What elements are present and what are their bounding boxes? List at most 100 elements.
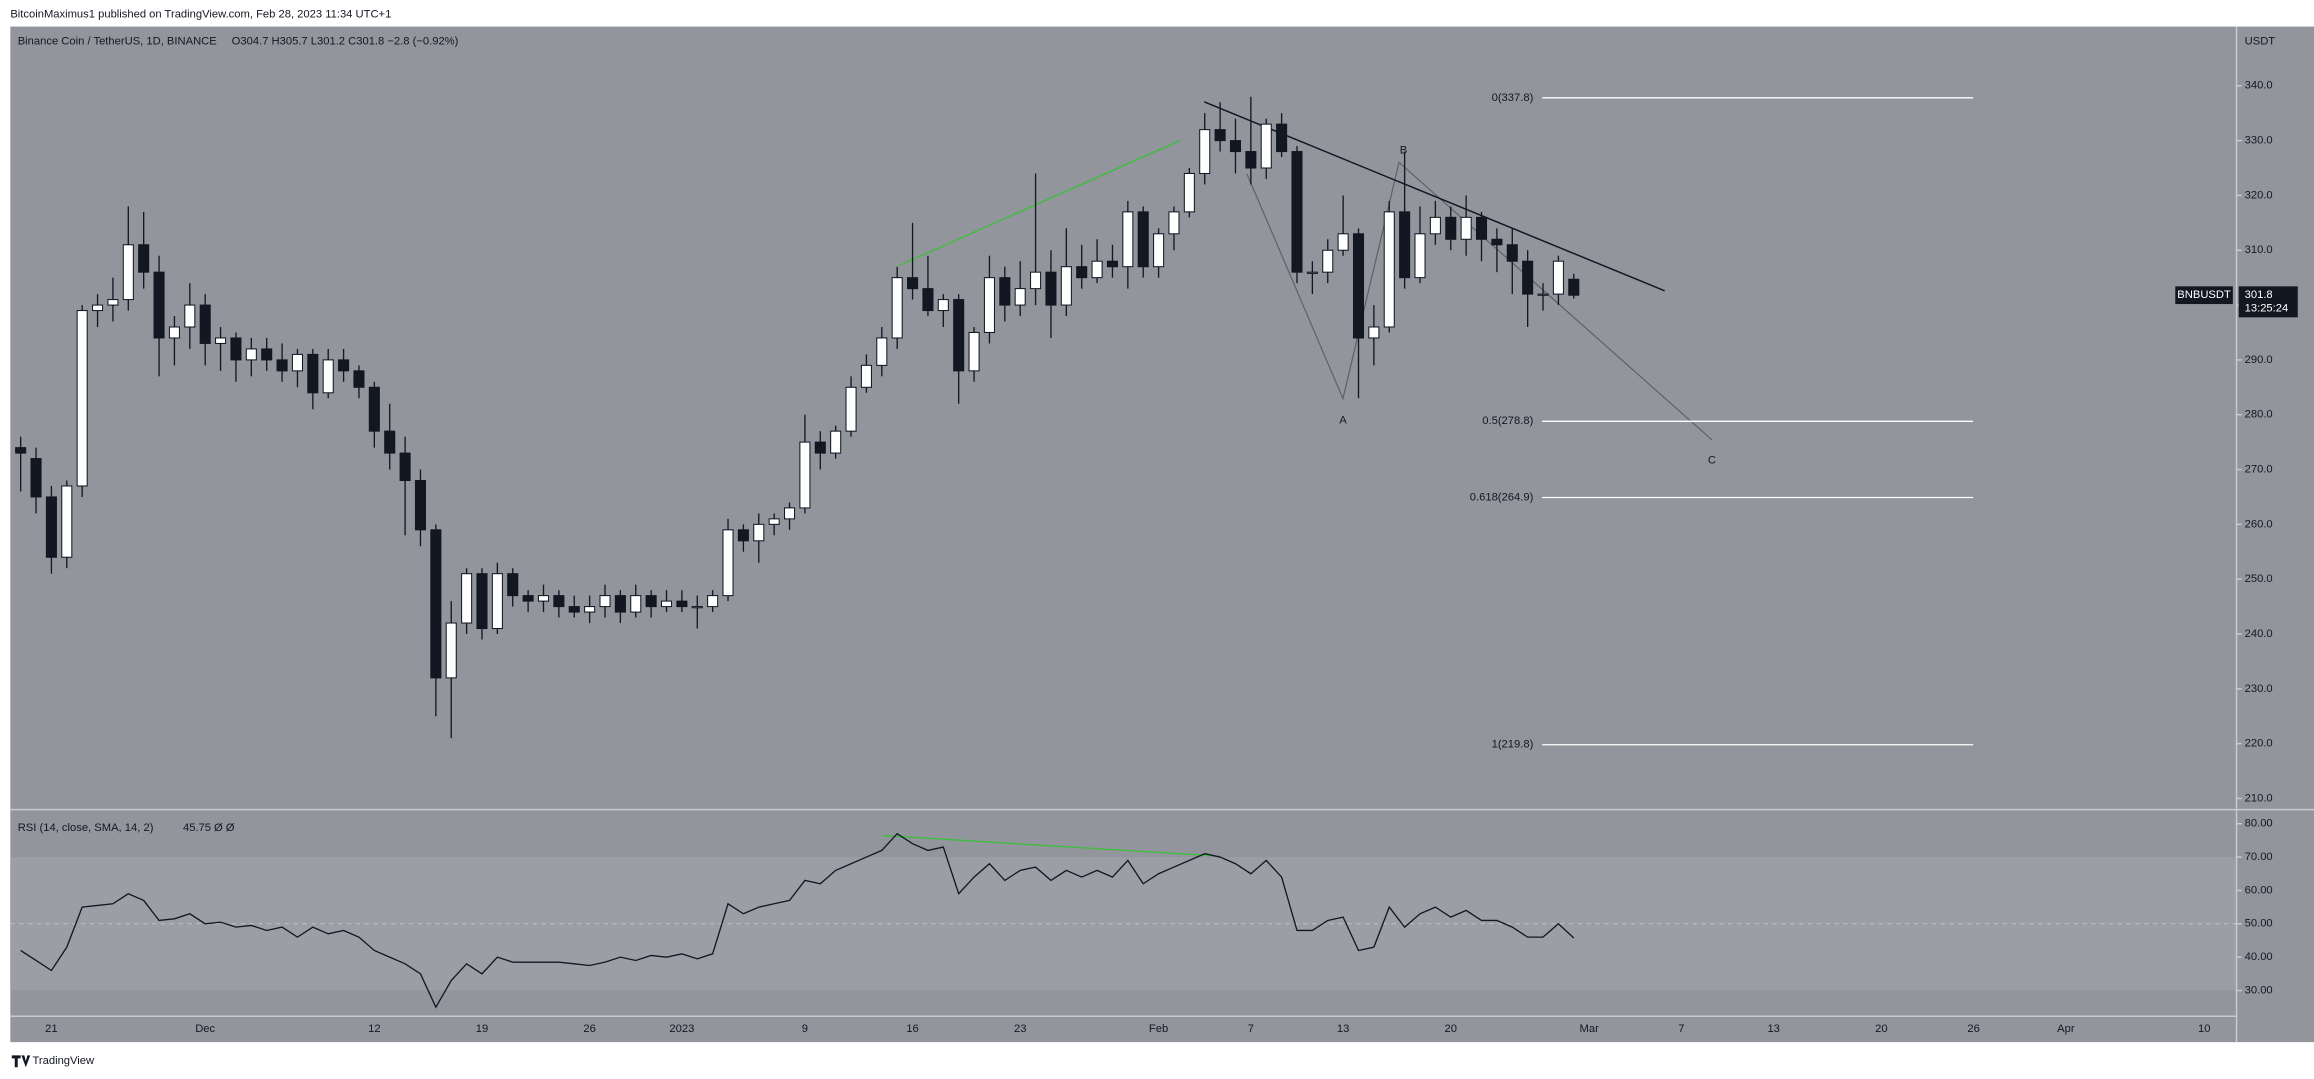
candle-body [599, 595, 611, 608]
x-tick-label: 26 [1967, 1023, 1979, 1035]
candle-body [1137, 211, 1149, 268]
ohlc-legend: O304.7 H305.7 L301.2 C301.8 −2.8 (−0.92%… [232, 35, 459, 47]
candle-body [922, 288, 934, 312]
x-tick-label: 20 [1875, 1023, 1887, 1035]
candle-body [660, 600, 673, 608]
candle-body [568, 606, 580, 613]
candle-body [1568, 278, 1580, 296]
fib-label: 0.618(264.9) [1470, 491, 1534, 503]
x-tick-label: Feb [1149, 1023, 1168, 1035]
x-tick-label: Mar [1580, 1023, 1600, 1035]
last-price: 301.8 [2245, 289, 2273, 301]
candle-body [76, 310, 88, 487]
candle-body [953, 299, 965, 372]
rsi-title: RSI (14, close, SMA, 14, 2) [18, 822, 154, 834]
x-tick-label: 13 [1767, 1023, 1779, 1035]
candle-body [722, 529, 734, 597]
logo [11, 1055, 31, 1068]
candle-body [630, 595, 642, 613]
candle-body [1491, 238, 1503, 246]
y-tick-label: 270.0 [2245, 464, 2273, 476]
candle-body [430, 529, 442, 679]
candle-body [507, 573, 519, 597]
wave-label: C [1708, 454, 1716, 466]
candle-body [584, 606, 596, 613]
candle-body [1045, 271, 1057, 306]
candle-body [522, 595, 534, 602]
fib-label: 0(337.8) [1492, 92, 1534, 104]
y-tick-label: 80.00 [2245, 818, 2273, 830]
x-tick-label: 2023 [669, 1023, 694, 1035]
candle-body [753, 523, 765, 542]
candle-body [1122, 211, 1134, 268]
x-tick-label: 20 [1445, 1023, 1457, 1035]
y-tick-label: 310.0 [2245, 244, 2273, 256]
candle-body [414, 479, 427, 531]
candle-body [676, 600, 688, 608]
x-tick-label: 10 [2198, 1023, 2210, 1035]
countdown: 13:25:24 [2245, 302, 2289, 314]
candle-body [968, 331, 980, 372]
candle-body [1199, 129, 1211, 175]
candle-body [1368, 326, 1380, 339]
publisher: BitcoinMaximus1 published on TradingView… [10, 9, 391, 21]
candle-body [138, 244, 150, 273]
rsi-value: 45.75 [183, 822, 211, 834]
y-tick-label: 250.0 [2245, 573, 2273, 585]
candle-body [168, 326, 180, 339]
candle-body [353, 370, 365, 388]
candle-body [707, 595, 719, 608]
candle-body [184, 304, 196, 328]
candle-body [122, 244, 134, 301]
candle-body [784, 507, 796, 520]
y-tick-label: 290.0 [2245, 354, 2273, 366]
candle-body [1537, 293, 1549, 296]
x-tick-label: Apr [2057, 1023, 2075, 1035]
x-tick-label: 23 [1014, 1023, 1026, 1035]
y-tick-label: 220.0 [2245, 738, 2273, 750]
x-tick-label: 7 [1678, 1023, 1684, 1035]
fib-label: 0.5(278.8) [1482, 415, 1533, 427]
candle-body [322, 359, 334, 394]
candle-body [1445, 216, 1457, 240]
y-tick-label: 40.00 [2245, 951, 2273, 963]
candle-body [999, 277, 1011, 306]
candle-body [199, 304, 211, 344]
y-tick-label: 240.0 [2245, 628, 2273, 640]
candle-body [384, 430, 396, 454]
x-tick-label: 21 [45, 1023, 57, 1035]
candle-body [1460, 216, 1472, 240]
candle-body [1076, 266, 1088, 279]
x-tick-label: 9 [802, 1023, 808, 1035]
candle-body [1352, 233, 1365, 339]
candle-body [45, 496, 57, 558]
candle-body [399, 452, 411, 482]
candle-body [261, 348, 273, 361]
x-tick-label: Dec [195, 1023, 215, 1035]
candle-body [245, 348, 257, 361]
candle-body [1414, 233, 1426, 279]
candle-body [1260, 123, 1272, 169]
candle-body [1552, 260, 1564, 295]
candle-body [338, 359, 350, 372]
wave-label: B [1400, 145, 1407, 157]
candle-body [1475, 216, 1488, 240]
candle-body [768, 518, 780, 525]
candle-body [1030, 271, 1042, 290]
candle-body [1168, 211, 1180, 235]
x-tick-label: 16 [906, 1023, 918, 1035]
x-tick-label: 7 [1248, 1023, 1254, 1035]
candle-body [799, 441, 811, 509]
candle-body [291, 353, 303, 372]
candle-body [691, 606, 703, 609]
y-tick-label: 260.0 [2245, 518, 2273, 530]
ticker-tag [2175, 286, 2233, 305]
candle-body [1091, 260, 1103, 279]
candle-body [553, 595, 565, 608]
candle-body [461, 573, 473, 624]
candle-body [107, 299, 119, 306]
candle-body [845, 386, 857, 432]
y-tick-label: 50.00 [2245, 918, 2273, 930]
currency: USDT [2245, 35, 2276, 47]
